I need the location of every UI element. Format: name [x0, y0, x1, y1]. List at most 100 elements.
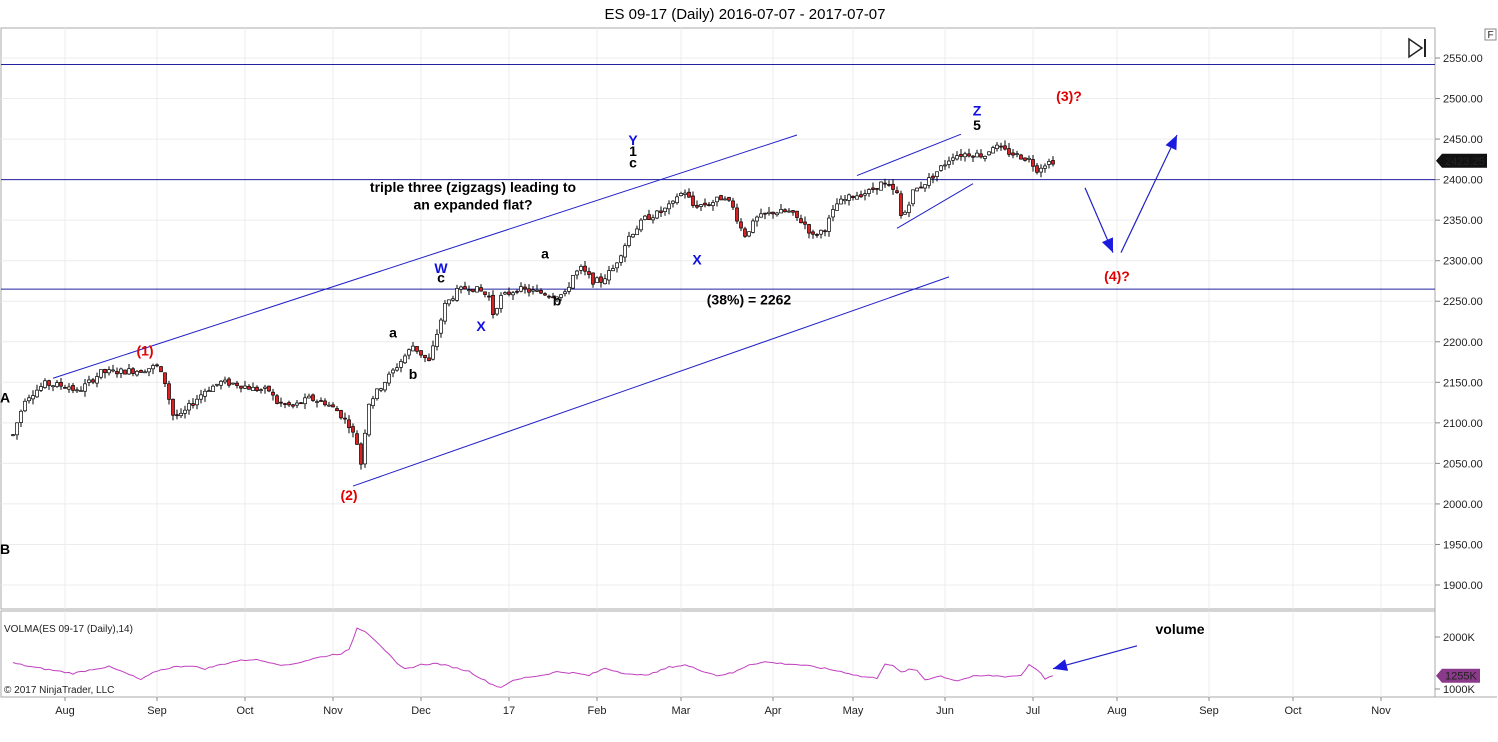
last-price-marker [1436, 153, 1487, 168]
candle-body [239, 385, 243, 389]
candlestick [823, 229, 827, 237]
candlestick [459, 285, 463, 294]
candlestick [23, 398, 27, 413]
candle-body [183, 409, 187, 414]
candlestick [211, 384, 215, 392]
candlestick [831, 204, 835, 222]
candlestick [27, 394, 31, 404]
candle-body [19, 410, 23, 423]
candlestick [483, 291, 487, 298]
panel-settings-button[interactable]: F [1484, 28, 1497, 41]
time-tick-label: Nov [323, 705, 343, 717]
time-tick-label: Sep [147, 705, 167, 717]
candle-body [491, 294, 495, 316]
candlestick [399, 358, 403, 373]
candle-body [643, 215, 647, 220]
candlestick [779, 203, 783, 214]
candlestick [563, 289, 567, 297]
candle-body [1003, 145, 1007, 150]
candle-body [31, 395, 35, 400]
candle-body [99, 369, 103, 378]
candlestick [263, 384, 267, 394]
candlestick [471, 288, 475, 293]
candlestick [775, 211, 779, 217]
copyright-text: © 2017 NinjaTrader, LLC [4, 685, 114, 696]
candlestick [759, 208, 763, 218]
candlestick [167, 380, 171, 405]
candlestick [839, 195, 843, 205]
candle-body [787, 210, 791, 213]
candle-body [919, 186, 923, 189]
candlestick [111, 364, 115, 373]
price-tick-label: 2300.00 [1443, 256, 1483, 268]
candle-body [399, 361, 403, 368]
candlestick [979, 149, 983, 159]
candlestick [455, 284, 459, 302]
candle-body [195, 398, 199, 406]
candle-body [419, 350, 423, 356]
candle-body [447, 299, 451, 305]
candle-body [1015, 153, 1019, 155]
candle-body [55, 382, 59, 387]
candle-body [171, 398, 175, 416]
candlestick [791, 210, 795, 216]
candlestick [783, 208, 787, 213]
candle-body [427, 357, 431, 362]
candlestick [571, 275, 575, 289]
volume-pointer-arrow [1052, 645, 1138, 671]
candlestick [639, 218, 643, 233]
candle-body [319, 400, 323, 402]
candlestick [739, 218, 743, 232]
wave-label: (1) [136, 343, 153, 359]
candlestick [239, 385, 243, 393]
candle-body [623, 245, 627, 258]
skip-to-end-icon[interactable] [1407, 37, 1429, 59]
candlestick [291, 404, 295, 409]
candlestick [727, 196, 731, 203]
candlestick [575, 269, 579, 280]
candlestick [871, 182, 875, 193]
chart-title: ES 09-17 (Daily) 2016-07-07 - 2017-07-07 [605, 6, 886, 23]
candlestick [355, 430, 359, 445]
candle-body [671, 200, 675, 204]
candle-body [939, 165, 943, 171]
wave-label: (2) [340, 487, 357, 503]
candle-body [823, 230, 827, 233]
candlestick [1051, 156, 1055, 167]
candle-body [847, 194, 851, 201]
time-tick-label: Aug [1107, 705, 1127, 717]
candlestick [707, 202, 711, 207]
candlestick [715, 196, 719, 207]
candle-body [375, 388, 379, 400]
candle-body [703, 202, 707, 206]
candlestick [1019, 153, 1023, 160]
candle-body [167, 383, 171, 400]
candle-body [731, 200, 735, 208]
candlestick [1007, 143, 1011, 158]
candlestick [199, 389, 203, 404]
candlestick [251, 382, 255, 391]
candlestick [371, 395, 375, 409]
time-tick-label: Oct [236, 705, 253, 717]
candlestick [115, 367, 119, 378]
candlestick [171, 398, 175, 421]
candle-body [243, 385, 247, 389]
candle-body [911, 189, 915, 205]
time-tick-label: Apr [764, 705, 781, 717]
candle-body [687, 191, 691, 198]
grid-lines [1, 28, 1435, 697]
price-tick-label: 1950.00 [1443, 539, 1483, 551]
candle-body [311, 394, 315, 401]
wave-label: a [541, 245, 549, 261]
candlestick [427, 353, 431, 362]
time-axis: Aug Sep Oct Nov Dec 17 Feb Mar Apr May Jun Jul Aug Se… [55, 697, 1391, 717]
candlestick [339, 409, 343, 420]
wave-label: W [434, 260, 448, 276]
candlestick [535, 284, 539, 293]
candle-body [583, 265, 587, 272]
candle-body [719, 195, 723, 201]
candle-body [315, 401, 319, 403]
candlestick [615, 262, 619, 273]
last-volume-marker [1436, 668, 1480, 683]
candle-body [987, 151, 991, 156]
